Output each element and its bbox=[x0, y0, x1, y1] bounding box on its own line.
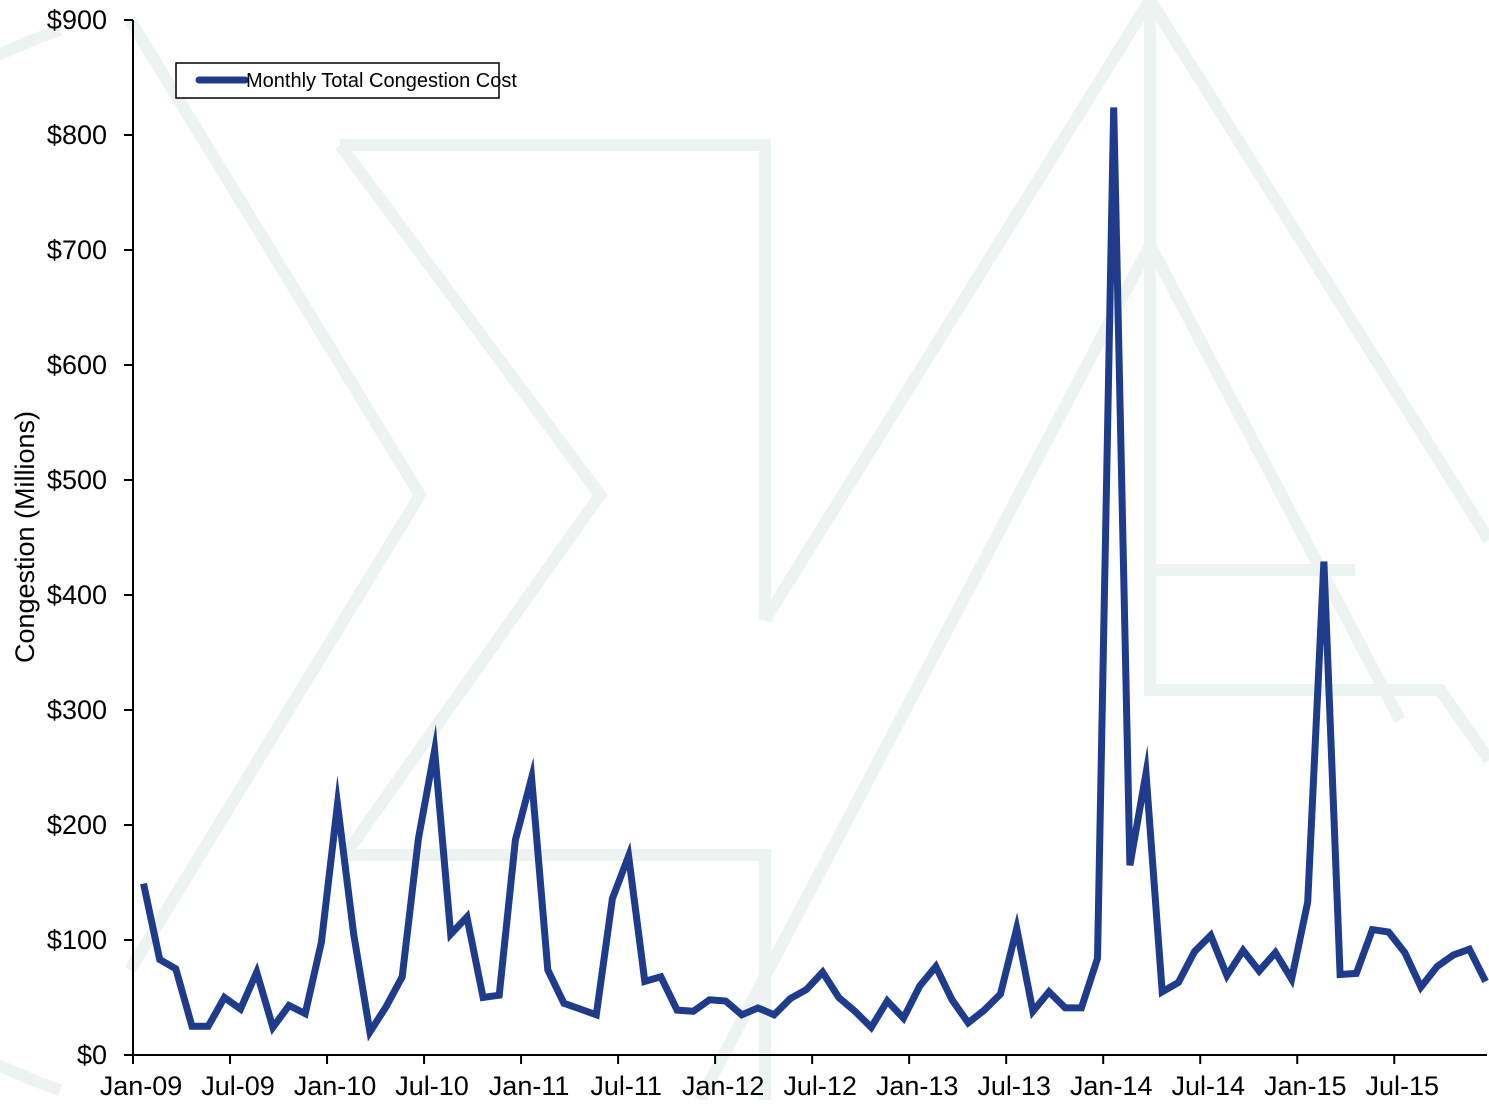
y-tick-label: $600 bbox=[47, 350, 107, 380]
plot-area: $0 $100 $200 $300 $400 $500 $600 $700 $800 $900 Ja… bbox=[47, 5, 1489, 1101]
x-tick-label: Jul-13 bbox=[977, 1071, 1051, 1100]
x-tick-label: Jul-14 bbox=[1171, 1071, 1245, 1100]
legend-label: Monthly Total Congestion Cost bbox=[246, 70, 517, 92]
series-line-monthly-total-congestion-cost bbox=[140, 107, 1489, 1042]
x-tick-label: Jan-12 bbox=[682, 1071, 765, 1100]
y-tick-label: $300 bbox=[47, 695, 107, 725]
x-tick-label: Jul-11 bbox=[590, 1071, 662, 1100]
y-tick-label: $100 bbox=[47, 925, 107, 955]
x-tick-label: Jul-09 bbox=[201, 1071, 275, 1100]
y-tick-label: $0 bbox=[77, 1040, 107, 1070]
y-tick-label: $700 bbox=[47, 235, 107, 265]
legend: Monthly Total Congestion Cost bbox=[175, 62, 517, 99]
x-tick-label: Jan-15 bbox=[1264, 1071, 1347, 1100]
y-tick-label: $200 bbox=[47, 810, 107, 840]
y-axis-title: Congestion (Millions) bbox=[10, 411, 40, 663]
x-tick-label: Jul-15 bbox=[1365, 1071, 1439, 1100]
x-tick-label: Jan-11 bbox=[489, 1071, 570, 1100]
x-tick-label: Jul-10 bbox=[395, 1071, 469, 1100]
y-tick-label: $500 bbox=[47, 465, 107, 495]
x-tick-label: Jan-14 bbox=[1070, 1071, 1153, 1100]
y-tick-label: $800 bbox=[47, 120, 107, 150]
x-tick-label: Jan-10 bbox=[294, 1071, 377, 1100]
x-tick-label: Jan-13 bbox=[876, 1071, 959, 1100]
x-tick-label: Jan-09 bbox=[100, 1071, 183, 1100]
y-tick-label: $900 bbox=[47, 5, 107, 35]
y-tick-label: $400 bbox=[47, 580, 107, 610]
x-tick-label: Jul-12 bbox=[783, 1071, 857, 1100]
